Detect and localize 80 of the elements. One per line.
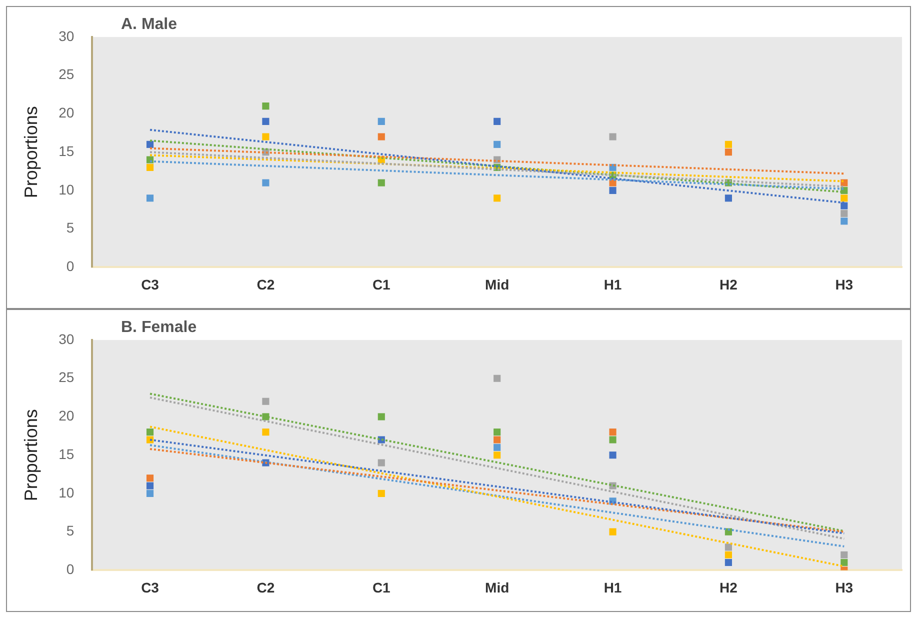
y-tick-label: 20	[58, 408, 74, 424]
point	[724, 551, 732, 558]
point	[146, 490, 154, 497]
y-tick-label: 5	[66, 220, 74, 236]
point	[378, 118, 385, 125]
point	[609, 452, 616, 459]
x-tick-label: C3	[141, 579, 160, 596]
point	[262, 413, 270, 420]
x-tick-label: H3	[835, 276, 854, 292]
point	[840, 210, 848, 218]
point	[840, 194, 848, 202]
chart-title: B. Female	[121, 319, 197, 337]
x-tick-label: C2	[256, 579, 275, 596]
y-tick-label: 10	[58, 181, 74, 198]
y-tick-label: 15	[58, 446, 74, 462]
y-tick-label: 15	[58, 142, 74, 159]
point	[262, 179, 270, 186]
y-axis-title: Proportions	[20, 409, 41, 502]
y-tick-label: 10	[58, 484, 74, 500]
x-tick-label: Mid	[485, 579, 510, 596]
point	[609, 436, 616, 444]
point	[146, 436, 154, 444]
x-tick-label: H1	[604, 579, 622, 596]
x-tick-label: C3	[141, 276, 160, 292]
point	[146, 428, 154, 436]
point	[262, 398, 270, 405]
point	[724, 140, 732, 148]
point	[724, 544, 732, 551]
point	[494, 452, 501, 459]
y-tick-label: 0	[66, 258, 74, 274]
y-tick-label: 30	[58, 330, 74, 347]
chart-title: A. Male	[121, 16, 178, 34]
point	[609, 428, 616, 436]
point	[378, 179, 385, 186]
point	[262, 428, 270, 436]
point	[494, 374, 501, 382]
x-tick-label: H3	[835, 579, 854, 596]
x-tick-label: C1	[372, 276, 391, 292]
point	[146, 482, 154, 490]
point	[609, 133, 616, 140]
point	[146, 194, 154, 202]
x-tick-label: C1	[372, 579, 391, 596]
x-tick-label: H2	[720, 276, 738, 292]
point	[494, 436, 501, 444]
x-tick-label: C2	[256, 276, 275, 292]
y-tick-label: 0	[66, 561, 74, 578]
point	[378, 490, 385, 497]
y-tick-label: 25	[58, 369, 74, 386]
point	[840, 202, 848, 210]
point	[146, 164, 154, 171]
point	[840, 218, 848, 225]
point	[494, 118, 501, 125]
point	[378, 459, 385, 466]
x-tick-label: Mid	[485, 276, 510, 292]
point	[840, 558, 848, 566]
point	[262, 133, 270, 140]
point	[609, 528, 616, 536]
x-tick-label: H2	[720, 579, 738, 596]
point	[378, 133, 385, 140]
y-tick-label: 20	[58, 104, 74, 121]
point	[378, 413, 385, 420]
point	[494, 428, 501, 436]
y-tick-label: 5	[66, 522, 74, 539]
point	[494, 444, 501, 451]
point	[262, 102, 270, 110]
point	[146, 156, 154, 164]
point	[724, 558, 732, 566]
point	[146, 140, 154, 148]
point	[262, 118, 270, 125]
y-tick-label: 30	[58, 28, 74, 44]
point	[840, 551, 848, 558]
point	[724, 148, 732, 156]
x-tick-label: H1	[604, 276, 622, 292]
point	[146, 474, 154, 482]
y-tick-label: 25	[58, 66, 74, 82]
point	[609, 186, 616, 194]
point	[724, 194, 732, 202]
point	[494, 194, 501, 202]
y-axis-title: Proportions	[20, 106, 41, 198]
point	[494, 140, 501, 148]
